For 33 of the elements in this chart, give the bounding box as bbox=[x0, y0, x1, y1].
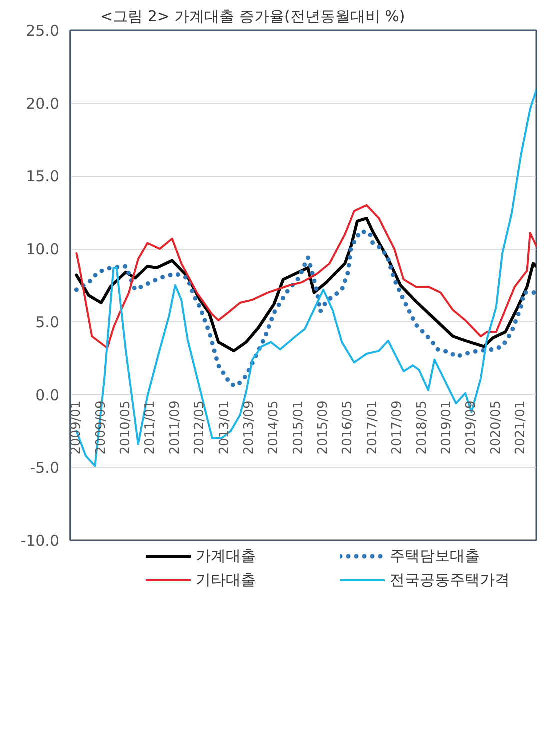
y-tick-label: 15.0 bbox=[26, 168, 60, 186]
legend-label: 주택담보대출 bbox=[390, 546, 481, 566]
x-tick-label: 2019/01 bbox=[440, 400, 455, 455]
y-tick-label: 10.0 bbox=[26, 240, 60, 259]
x-tick-label: 2015/09 bbox=[316, 400, 332, 455]
x-tick-label: 2015/01 bbox=[291, 400, 306, 455]
y-tick-label: -10.0 bbox=[20, 532, 60, 550]
legend-label: 기타대출 bbox=[196, 570, 257, 590]
x-tick-label: 2017/01 bbox=[365, 400, 380, 455]
line-series bbox=[74, 229, 536, 388]
legend-label: 가계대출 bbox=[196, 546, 257, 566]
chart-title: <그림 2> 가계대출 증가율(전년동월대비 %) bbox=[100, 8, 406, 26]
y-tick-label: 5.0 bbox=[36, 313, 60, 332]
x-tick-label: 2009/09 bbox=[94, 400, 109, 455]
x-tick-label: 2011/01 bbox=[143, 400, 158, 455]
x-tick-label: 2020/05 bbox=[488, 400, 504, 455]
y-tick-label: 20.0 bbox=[26, 94, 60, 113]
legend-label: 전국공동주택가격 bbox=[390, 570, 511, 590]
x-tick-label: 2021/01 bbox=[514, 400, 529, 455]
x-tick-label: 2009/01 bbox=[69, 400, 84, 455]
x-tick-label: 2012/05 bbox=[192, 400, 208, 455]
x-tick-label: 2019/09 bbox=[464, 400, 480, 455]
x-tick-label: 2013/09 bbox=[242, 400, 257, 455]
y-tick-label: 0.0 bbox=[36, 386, 60, 404]
x-tick-label: 2013/01 bbox=[217, 400, 232, 455]
x-tick-label: 2017/09 bbox=[390, 400, 406, 455]
x-tick-label: 2016/05 bbox=[340, 400, 356, 455]
x-tick-label: 2010/05 bbox=[118, 400, 134, 455]
y-tick-label: -5.0 bbox=[30, 459, 60, 478]
x-tick-label: 2011/09 bbox=[168, 400, 183, 455]
x-tick-label: 2014/05 bbox=[266, 400, 282, 455]
y-tick-label: 25.0 bbox=[26, 22, 60, 40]
x-tick-label: 2018/05 bbox=[414, 400, 430, 455]
